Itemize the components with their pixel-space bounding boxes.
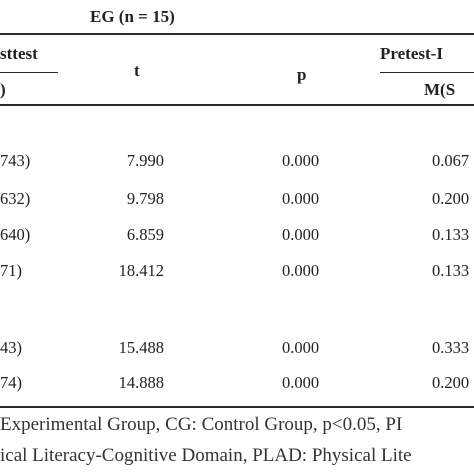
t-cell: 15.488 [118, 338, 164, 357]
posttest-subheader: ) [0, 80, 6, 99]
posttest-cell: 743) [0, 151, 31, 170]
bottom-rule [0, 406, 474, 408]
footnote-line-2: ical Literacy-Cognitive Domain, PLAD: Ph… [0, 445, 412, 466]
p-cell: 0.000 [282, 338, 320, 357]
pretest-cell: 0.200 [432, 189, 470, 208]
p-cell: 0.000 [282, 373, 320, 392]
p-header: p [297, 65, 307, 84]
pretest-cell: 0.333 [432, 338, 470, 357]
posttest-cell: 640) [0, 225, 31, 244]
top-rule [0, 33, 474, 35]
pretest-underline [380, 72, 474, 73]
pretest-cell: 0.200 [432, 373, 470, 392]
p-cell: 0.000 [282, 189, 320, 208]
t-cell: 6.859 [126, 225, 164, 244]
t-cell: 9.798 [126, 189, 164, 208]
t-header: t [134, 61, 140, 80]
posttest-cell: 74) [0, 373, 22, 392]
t-cell: 18.412 [118, 261, 164, 280]
p-cell: 0.000 [282, 151, 320, 170]
t-cell: 14.888 [118, 373, 164, 392]
footnote-line-1: Experimental Group, CG: Control Group, p… [0, 414, 403, 435]
pretest-subheader: M(S [424, 80, 456, 99]
p-cell: 0.000 [282, 225, 320, 244]
group-header: EG (n = 15) [90, 7, 175, 26]
posttest-underline [0, 72, 58, 73]
posttest-header: sttest [0, 44, 38, 63]
p-cell: 0.000 [282, 261, 320, 280]
header-rule [0, 104, 474, 106]
posttest-cell: 71) [0, 261, 22, 280]
t-cell: 7.990 [126, 151, 164, 170]
posttest-cell: 632) [0, 189, 31, 208]
pretest-cell: 0.067 [432, 151, 470, 170]
posttest-cell: 43) [0, 338, 22, 357]
pretest-cell: 0.133 [432, 225, 470, 244]
pretest-cell: 0.133 [432, 261, 470, 280]
pretest-header: Pretest-I [380, 44, 443, 63]
